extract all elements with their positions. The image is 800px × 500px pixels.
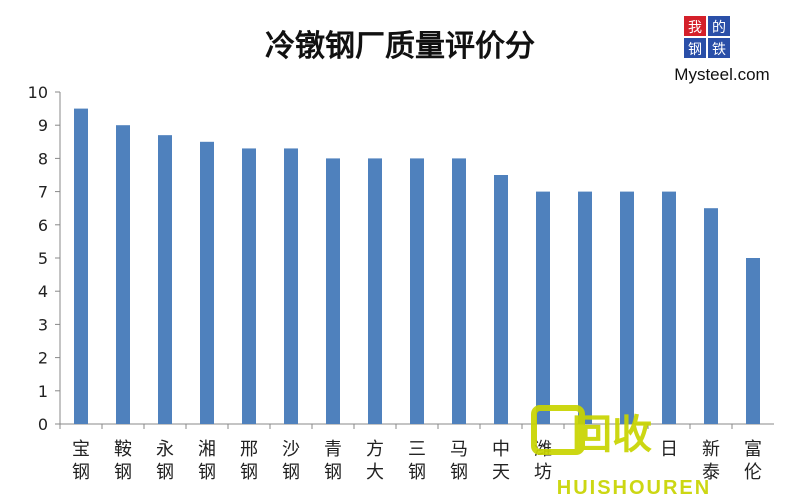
- y-tick-label: 5: [38, 249, 48, 268]
- bar: [74, 108, 88, 424]
- x-tick-label: 永钢: [156, 439, 174, 483]
- bar: [116, 125, 130, 424]
- logo-char-3: 钢: [688, 42, 702, 58]
- y-tick-label: 1: [38, 382, 48, 401]
- logo-block-3: [684, 38, 706, 58]
- bar: [620, 191, 634, 424]
- y-tick-label: 10: [28, 83, 48, 102]
- bar: [578, 191, 592, 424]
- watermark-en: HUISHOUREN: [557, 477, 711, 499]
- bar: [368, 158, 382, 424]
- logo-site-text: Mysteel.com: [674, 65, 769, 84]
- logo-char-2: 的: [712, 20, 726, 36]
- x-tick-label: 新泰: [702, 439, 720, 483]
- mysteel-logo: 我 的 钢 铁 Mysteel.com: [674, 16, 770, 84]
- y-tick-label: 4: [38, 282, 48, 301]
- y-tick-label: 0: [38, 415, 48, 434]
- bar: [452, 158, 466, 424]
- x-tick-label: 马钢: [450, 439, 468, 483]
- x-tick-label: 邢钢: [240, 439, 258, 483]
- y-tick-label: 3: [38, 315, 48, 334]
- x-tick-label: 日: [660, 439, 678, 460]
- logo-block-4: [708, 38, 730, 58]
- x-tick-label: 湘钢: [198, 439, 216, 483]
- bar: [200, 141, 214, 425]
- y-axis: 0 1 2 3 4 5 6 7 8 9 10: [28, 83, 60, 434]
- y-tick-label: 7: [38, 183, 48, 202]
- x-tick-label: 鞍钢: [114, 439, 132, 483]
- x-tick-label: 青钢: [324, 439, 342, 483]
- bar: [158, 135, 172, 424]
- y-tick-label: 6: [38, 216, 48, 235]
- logo-char-1: 我: [688, 20, 702, 36]
- bar: [242, 148, 256, 424]
- chart-title: 冷镦钢厂质量评价分: [265, 29, 535, 64]
- bar: [704, 208, 718, 424]
- bar: [284, 148, 298, 424]
- x-tick-label: 三钢: [408, 439, 426, 483]
- logo-char-4: 铁: [712, 42, 726, 58]
- x-tick-label: 沙钢: [282, 439, 300, 483]
- y-tick-label: 2: [38, 349, 48, 368]
- bar: [662, 191, 676, 424]
- x-tick-label: 富伦: [744, 439, 762, 483]
- bar: [326, 158, 340, 424]
- bars: [74, 108, 760, 425]
- x-tick-label: 中天: [492, 439, 510, 483]
- bar: [410, 158, 424, 424]
- logo-block-2: [708, 16, 730, 36]
- y-tick-label: 9: [38, 116, 48, 135]
- watermark: 回收 HUISHOUREN: [531, 405, 711, 499]
- watermark-box: [531, 405, 585, 455]
- x-tick-label: 方大: [366, 439, 384, 483]
- watermark-cn: 回收: [572, 413, 652, 457]
- logo-block-1: [684, 16, 706, 36]
- bar: [536, 191, 550, 424]
- y-tick-label: 8: [38, 149, 48, 168]
- x-tick-label: 宝钢: [72, 439, 90, 483]
- bar: [746, 258, 760, 424]
- bar: [494, 175, 508, 424]
